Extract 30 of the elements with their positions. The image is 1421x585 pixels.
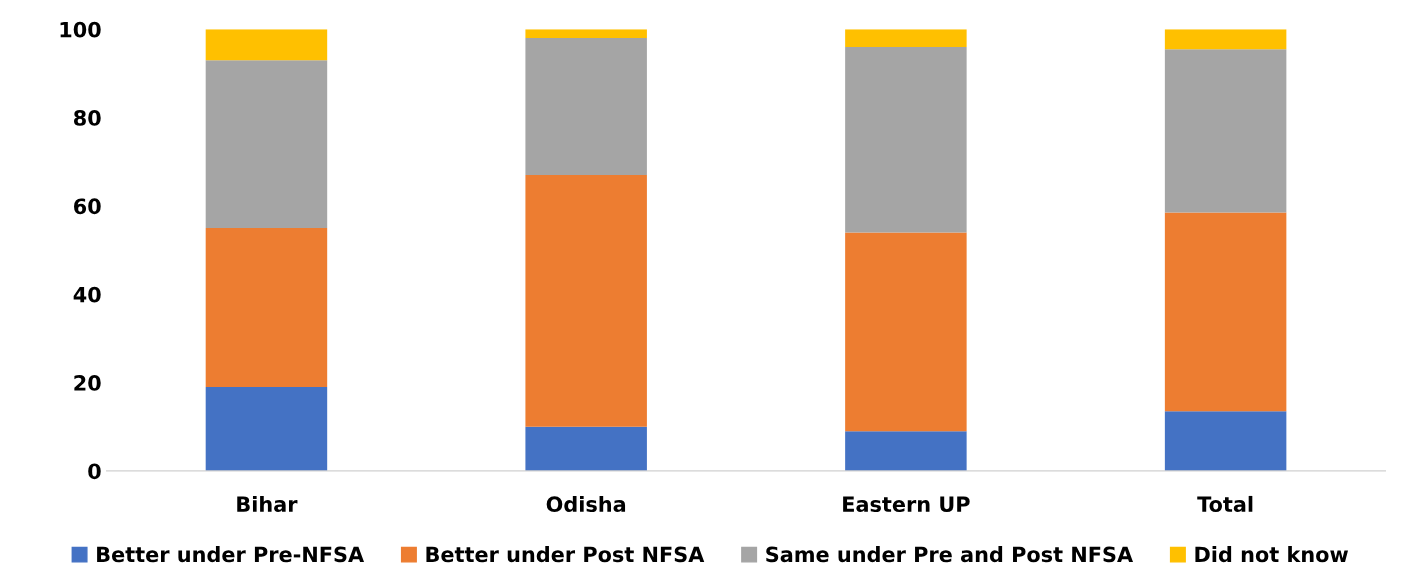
bar xyxy=(1164,411,1287,471)
x-tick-label: Bihar xyxy=(237,495,298,513)
legend-label: Same under Pre and Post NFSA xyxy=(766,546,1134,563)
bar xyxy=(845,29,967,47)
bar xyxy=(1164,29,1287,50)
y-tick-label: 60 xyxy=(74,198,101,215)
bar xyxy=(845,46,967,233)
y-tick-label: 20 xyxy=(74,375,101,391)
bar xyxy=(1164,212,1287,412)
bar xyxy=(525,29,647,39)
x-tick-label: Odisha xyxy=(546,495,626,513)
bar xyxy=(205,387,328,471)
bar xyxy=(205,228,328,388)
x-tick-label: Eastern UP xyxy=(843,496,970,513)
bar xyxy=(525,38,647,175)
bar xyxy=(205,29,328,61)
y-tick-label: 80 xyxy=(74,110,101,126)
y-tick-label: 100 xyxy=(60,21,101,38)
bar xyxy=(845,232,967,432)
y-tick-label: 40 xyxy=(73,286,101,303)
legend-label: Better under Pre-NFSA xyxy=(97,546,365,563)
legend-label: Did not know xyxy=(1195,546,1348,563)
bar xyxy=(525,175,647,427)
bar xyxy=(205,60,328,228)
legend-label: Better under Post NFSA xyxy=(426,546,705,563)
x-tick-label: Total xyxy=(1197,495,1253,513)
bar xyxy=(1164,49,1287,213)
bar xyxy=(525,426,647,471)
bar xyxy=(845,431,967,471)
y-tick-label: 0 xyxy=(88,463,101,480)
